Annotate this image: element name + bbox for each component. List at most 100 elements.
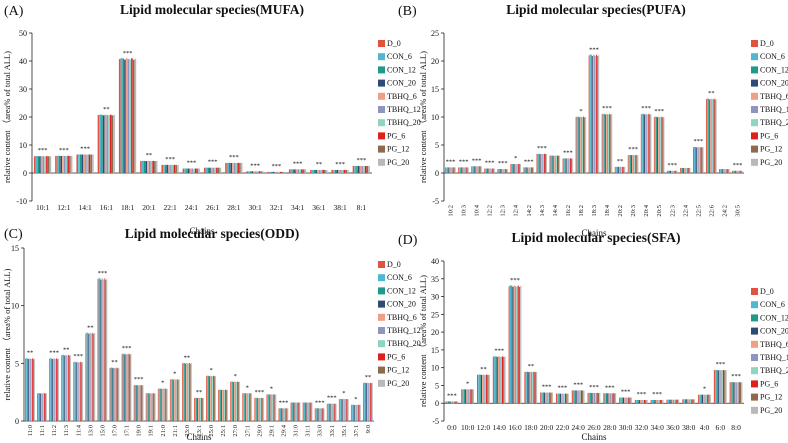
bar-TBHQ_6 xyxy=(295,169,298,173)
bar-TBHQ_12 xyxy=(271,394,273,421)
bar-CON_12 xyxy=(605,393,608,404)
bar-PG_20 xyxy=(262,171,264,173)
significance-label: *** xyxy=(208,159,218,166)
bar-TBHQ_6 xyxy=(527,167,529,173)
bar-CON_6 xyxy=(573,390,575,404)
bar-PG_12 xyxy=(154,161,156,173)
bar-TBHQ_6 xyxy=(306,402,308,421)
bar-TBHQ_6 xyxy=(710,98,712,173)
bar-CON_6 xyxy=(26,358,27,421)
bar-CON_12 xyxy=(551,155,553,173)
legend-swatch-CON_12 xyxy=(751,314,758,322)
bar-CON_12 xyxy=(734,170,736,173)
bar-CON_20 xyxy=(465,389,467,404)
bar-PG_6 xyxy=(92,332,94,421)
bar-PG_20 xyxy=(689,167,691,173)
bar-TBHQ_6 xyxy=(566,158,568,173)
bar-TBHQ_6 xyxy=(270,394,272,421)
y-tick-label: 20 xyxy=(431,57,439,66)
bar-CON_12 xyxy=(75,361,77,421)
bar-PG_6 xyxy=(140,385,142,421)
bar-PG_20 xyxy=(335,403,337,421)
bar-TBHQ_6 xyxy=(579,116,581,173)
legend-swatch-D_0 xyxy=(751,288,758,295)
x-tick-label: 38:1 xyxy=(333,203,347,212)
bar-TBHQ_20 xyxy=(468,389,471,404)
bar-PG_12 xyxy=(739,382,742,404)
bar-CON_20 xyxy=(52,359,54,421)
bar-CON_6 xyxy=(279,408,281,421)
bar-PG_12 xyxy=(550,392,552,404)
bar-PG_6 xyxy=(44,393,45,421)
bar-TBHQ_12 xyxy=(578,390,580,404)
bar-PG_20 xyxy=(728,169,730,173)
bar-CON_20 xyxy=(197,398,198,421)
bar-TBHQ_6 xyxy=(462,167,464,173)
bar-TBHQ_6 xyxy=(354,404,356,421)
y-tick-label: 20 xyxy=(19,113,27,122)
bar-TBHQ_20 xyxy=(453,401,455,404)
bar-PG_12 xyxy=(366,166,369,173)
significance-label: *** xyxy=(357,157,367,164)
x-tick-label: 16:1 xyxy=(100,203,114,212)
bar-TBHQ_6 xyxy=(125,58,128,173)
legend-swatch-TBHQ_12 xyxy=(378,327,385,334)
bar-CON_6 xyxy=(511,163,513,173)
bar-CON_20 xyxy=(112,368,114,421)
significance-label: *** xyxy=(472,157,482,164)
y-tick-label: 5 xyxy=(435,141,439,150)
bar-TBHQ_12 xyxy=(476,166,478,173)
bar-PG_12 xyxy=(636,155,638,173)
bar-D_0 xyxy=(666,170,668,173)
bar-TBHQ_6 xyxy=(53,358,55,421)
bar-TBHQ_12 xyxy=(646,114,648,173)
bar-TBHQ_12 xyxy=(191,168,193,173)
bar-D_0 xyxy=(267,171,270,173)
bar-TBHQ_6 xyxy=(104,114,107,173)
bar-D_0 xyxy=(97,115,100,173)
x-tick-label: 12:1 xyxy=(57,203,71,212)
bar-PG_12 xyxy=(105,279,107,421)
bar-CON_6 xyxy=(654,116,656,173)
bar-PG_6 xyxy=(549,392,551,404)
bar-PG_6 xyxy=(116,367,118,421)
bar-D_0 xyxy=(713,370,715,404)
bar-TBHQ_12 xyxy=(106,115,108,173)
bar-TBHQ_20 xyxy=(705,394,707,404)
bar-CON_12 xyxy=(186,168,188,173)
bar-CON_6 xyxy=(667,170,669,173)
x-tick-label: 33:1 xyxy=(329,425,336,437)
bar-PG_6 xyxy=(309,402,311,421)
bar-TBHQ_20 xyxy=(363,166,365,173)
x-tick-label: 25:1 xyxy=(220,425,227,437)
x-tick-label: 22:6 xyxy=(708,204,715,216)
bar-CON_6 xyxy=(588,392,590,404)
bar-PG_6 xyxy=(68,354,70,421)
bar-CON_20 xyxy=(145,161,147,173)
bar-PG_20 xyxy=(678,399,680,404)
bar-CON_6 xyxy=(99,114,101,173)
bar-D_0 xyxy=(510,164,512,173)
legend-swatch-TBHQ_20 xyxy=(378,340,385,348)
bar-PG_12 xyxy=(111,115,114,173)
bar-TBHQ_20 xyxy=(547,392,550,404)
legend-swatch-CON_20 xyxy=(751,327,758,335)
legend-entry: TBHQ_12 xyxy=(760,105,788,114)
y-tick-label: -5 xyxy=(432,197,439,206)
bar-PG_6 xyxy=(301,169,303,173)
bar-TBHQ_6 xyxy=(703,394,705,404)
x-tick-label: 0:0 xyxy=(447,423,457,432)
bar-TBHQ_12 xyxy=(307,402,309,421)
bar-CON_12 xyxy=(164,164,167,173)
bar-PG_20 xyxy=(559,155,561,173)
bar-TBHQ_20 xyxy=(686,167,688,173)
x-tick-label: 14:3 xyxy=(539,205,546,217)
significance-label: * xyxy=(246,384,249,391)
significance-label: *** xyxy=(165,156,175,163)
bar-CON_12 xyxy=(228,162,231,173)
bar-CON_6 xyxy=(537,153,539,173)
bar-CON_12 xyxy=(700,394,702,404)
bar-CON_12 xyxy=(196,397,197,421)
bar-PG_12 xyxy=(675,170,677,173)
bar-D_0 xyxy=(458,167,460,173)
